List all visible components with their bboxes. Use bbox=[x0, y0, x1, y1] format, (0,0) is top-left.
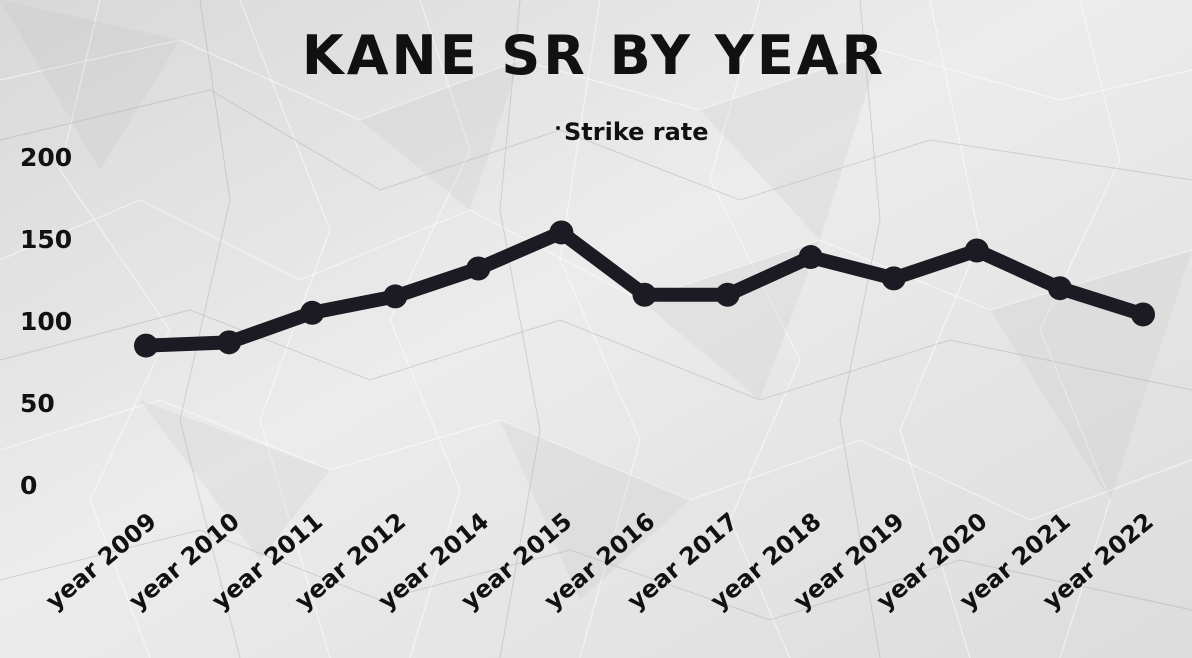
y-tick-label-200: 200 bbox=[20, 143, 72, 172]
data-point-year-2010 bbox=[217, 330, 242, 355]
data-point-year-2011 bbox=[300, 300, 325, 325]
data-point-year-2019 bbox=[881, 266, 906, 291]
y-tick-label-100: 100 bbox=[20, 307, 72, 336]
data-point-year-2014 bbox=[466, 256, 491, 281]
data-point-year-2022 bbox=[1131, 302, 1155, 327]
y-tick-label-50: 50 bbox=[20, 389, 55, 418]
legend-marker bbox=[556, 126, 560, 130]
y-axis: 0 50 100 150 200 bbox=[20, 143, 72, 500]
y-tick-label-150: 150 bbox=[20, 225, 72, 254]
data-point-year-2016 bbox=[632, 282, 657, 307]
chart-title: KANE SR BY YEAR bbox=[302, 24, 886, 87]
data-point-year-2021 bbox=[1047, 276, 1072, 301]
legend: Strike rate bbox=[556, 118, 709, 146]
y-tick-label-0: 0 bbox=[20, 471, 37, 500]
data-point-year-2015 bbox=[549, 220, 574, 245]
data-point-year-2009 bbox=[134, 333, 158, 358]
data-point-year-2020 bbox=[964, 238, 989, 263]
legend-label-strike-rate: Strike rate bbox=[564, 118, 709, 146]
series-strike-rate bbox=[134, 220, 1155, 358]
data-point-year-2017 bbox=[715, 282, 740, 307]
data-point-year-2012 bbox=[383, 284, 408, 309]
data-point-year-2018 bbox=[798, 245, 823, 270]
